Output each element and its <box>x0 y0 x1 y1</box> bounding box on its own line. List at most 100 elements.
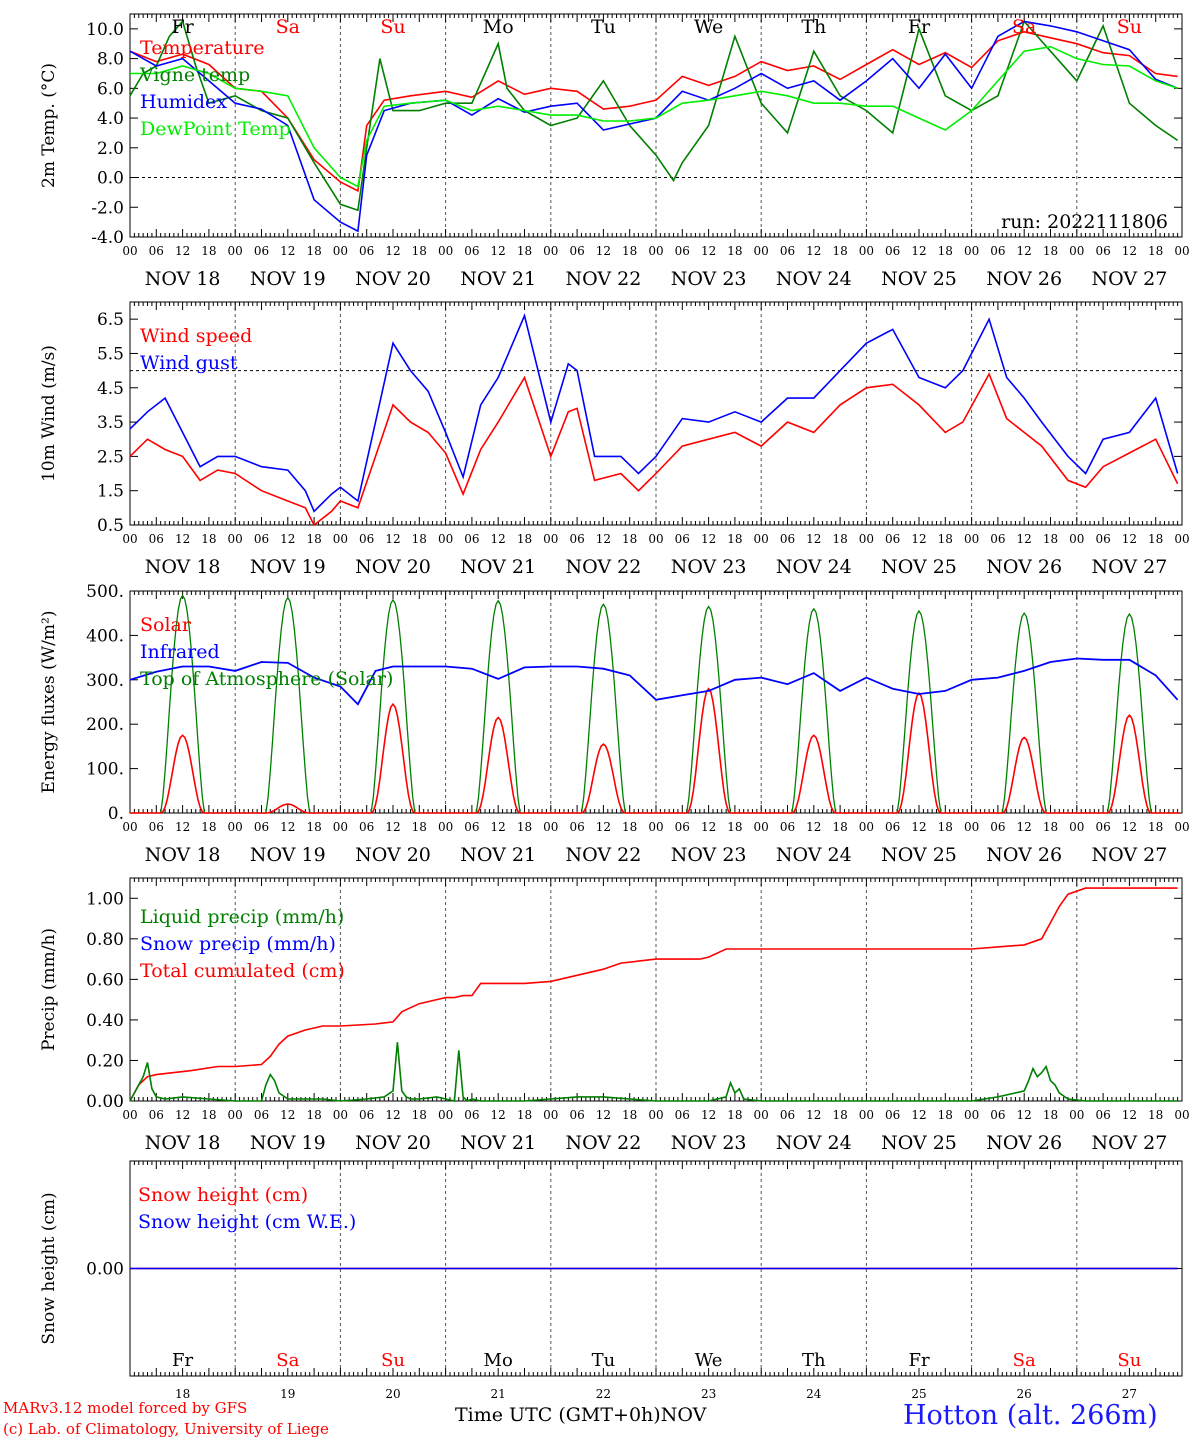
hour-tick-label: 18 <box>1043 532 1058 546</box>
x-axis-label: Time UTC (GMT+0h) <box>455 1404 661 1426</box>
model-label: MARv3.12 model forced by GFS <box>3 1399 248 1417</box>
y-tick-label: 2.0 <box>97 139 124 159</box>
hour-tick-label: 12 <box>701 820 716 834</box>
hour-tick-label: 06 <box>885 1108 900 1122</box>
hour-tick-label: 06 <box>885 244 900 258</box>
day-number-label: 24 <box>806 1387 822 1401</box>
hour-tick-label: 18 <box>938 820 953 834</box>
day-label: NOV 27 <box>1091 268 1167 290</box>
hour-tick-label: 18 <box>832 1108 847 1122</box>
hour-tick-label: 00 <box>1174 532 1189 546</box>
hour-tick-label: 06 <box>675 532 690 546</box>
hour-tick-label: 18 <box>306 1108 321 1122</box>
y-tick-label: 6.5 <box>97 310 124 330</box>
hour-tick-label: 06 <box>990 244 1005 258</box>
hour-tick-label: 06 <box>464 820 479 834</box>
hour-tick-label: 06 <box>464 532 479 546</box>
day-label: NOV 27 <box>1091 1132 1167 1154</box>
day-number-label: 19 <box>280 1387 295 1401</box>
day-label: NOV 21 <box>460 1132 536 1154</box>
legend-entry: Snow precip (mm/h) <box>140 933 336 955</box>
hour-tick-label: 00 <box>1174 244 1189 258</box>
model-credit: MARv3.12 model forced by GFS (c) Lab. of… <box>3 1398 329 1440</box>
series-line-infrared <box>129 657 1179 706</box>
hour-tick-label: 18 <box>412 1108 427 1122</box>
legend-entry: Infrared <box>140 641 220 663</box>
hour-tick-label: 00 <box>228 1108 243 1122</box>
day-label: NOV 18 <box>145 1132 221 1154</box>
day-label: NOV 20 <box>355 268 431 290</box>
hour-tick-label: 00 <box>543 1108 558 1122</box>
hour-tick-label: 12 <box>806 1108 821 1122</box>
hour-tick-label: 06 <box>1095 532 1110 546</box>
y-tick-label: 0.00 <box>86 1092 124 1112</box>
day-label: NOV 25 <box>881 1132 957 1154</box>
y-axis-label: Precip (mm/h) <box>39 928 59 1051</box>
day-label: NOV 23 <box>671 1132 747 1154</box>
day-number-label: 27 <box>1122 1387 1137 1401</box>
hour-tick-label: 12 <box>491 532 506 546</box>
hour-tick-label: 06 <box>359 820 374 834</box>
hour-tick-label: 00 <box>964 244 979 258</box>
hour-tick-label: 12 <box>596 532 611 546</box>
series-line-solar <box>130 687 1180 814</box>
series-line-total-cumulated-cm- <box>129 887 1178 1102</box>
day-number-label: 18 <box>175 1387 190 1401</box>
y-tick-label: 8.0 <box>97 50 124 70</box>
day-label: NOV 26 <box>986 268 1062 290</box>
hour-tick-label: 06 <box>569 1108 584 1122</box>
legend-entry: Vigne temp <box>139 64 250 86</box>
panel-2: 6.5 5.5 4.5 3.5 2.5 1.5 0.5 10m Wind (m/s) 00 06 1… <box>39 301 1190 578</box>
hour-tick-label: 00 <box>754 532 769 546</box>
day-label: NOV 27 <box>1091 556 1167 578</box>
y-tick-label: 4.5 <box>97 379 124 399</box>
hour-tick-label: 00 <box>964 532 979 546</box>
hour-tick-label: 12 <box>1017 532 1032 546</box>
hour-tick-label: 00 <box>648 244 663 258</box>
day-label: NOV 19 <box>250 268 326 290</box>
hour-tick-label: 00 <box>228 532 243 546</box>
hour-tick-label: 06 <box>675 244 690 258</box>
hour-tick-label: 00 <box>859 532 874 546</box>
hour-tick-label: 06 <box>780 532 795 546</box>
day-label: NOV 22 <box>565 844 641 866</box>
hour-tick-label: 12 <box>491 1108 506 1122</box>
y-tick-label: 300. <box>86 671 124 691</box>
hour-tick-label: 06 <box>359 1108 374 1122</box>
hour-tick-label: 00 <box>543 820 558 834</box>
hour-tick-label: 12 <box>1122 1108 1137 1122</box>
series-line-top-of-atmosphere-solar <box>130 594 1180 814</box>
hour-tick-label: 18 <box>727 532 742 546</box>
hour-tick-label: 06 <box>254 244 269 258</box>
hour-tick-label: 12 <box>491 244 506 258</box>
y-tick-label: 100. <box>86 760 124 780</box>
lab-label: (c) Lab. of Climatology, University of L… <box>3 1420 329 1438</box>
hour-tick-label: 18 <box>201 532 216 546</box>
y-tick-label: -2.0 <box>91 198 124 218</box>
weekday-label: Su <box>380 16 405 38</box>
hour-tick-label: 18 <box>1148 820 1163 834</box>
hour-tick-label: 18 <box>1043 1108 1058 1122</box>
y-tick-label: 0. <box>108 804 124 824</box>
hour-tick-label: 12 <box>280 244 295 258</box>
hour-tick-label: 12 <box>175 820 190 834</box>
series-line-wind-speed <box>129 372 1179 527</box>
hour-tick-label: 18 <box>622 244 637 258</box>
legend-entry: Wind gust <box>140 352 238 374</box>
hour-tick-label: 12 <box>385 532 400 546</box>
day-label: NOV 24 <box>776 556 852 578</box>
hour-tick-label: 06 <box>254 820 269 834</box>
hour-tick-label: 00 <box>1174 820 1189 834</box>
hour-tick-label: 18 <box>832 820 847 834</box>
panel-5: 0.00 Snow height (cm) Snow height (cm) Snow… <box>39 1160 1183 1377</box>
hour-tick-label: 12 <box>385 820 400 834</box>
legend-entry: Total cumulated (cm) <box>140 960 345 982</box>
hour-tick-label: 18 <box>306 244 321 258</box>
day-label: NOV 25 <box>881 844 957 866</box>
hour-tick-label: 06 <box>569 532 584 546</box>
hour-tick-label: 00 <box>438 244 453 258</box>
hour-tick-label: 18 <box>938 244 953 258</box>
hour-tick-label: 06 <box>569 820 584 834</box>
y-axis-label: Snow height (cm) <box>39 1192 59 1344</box>
